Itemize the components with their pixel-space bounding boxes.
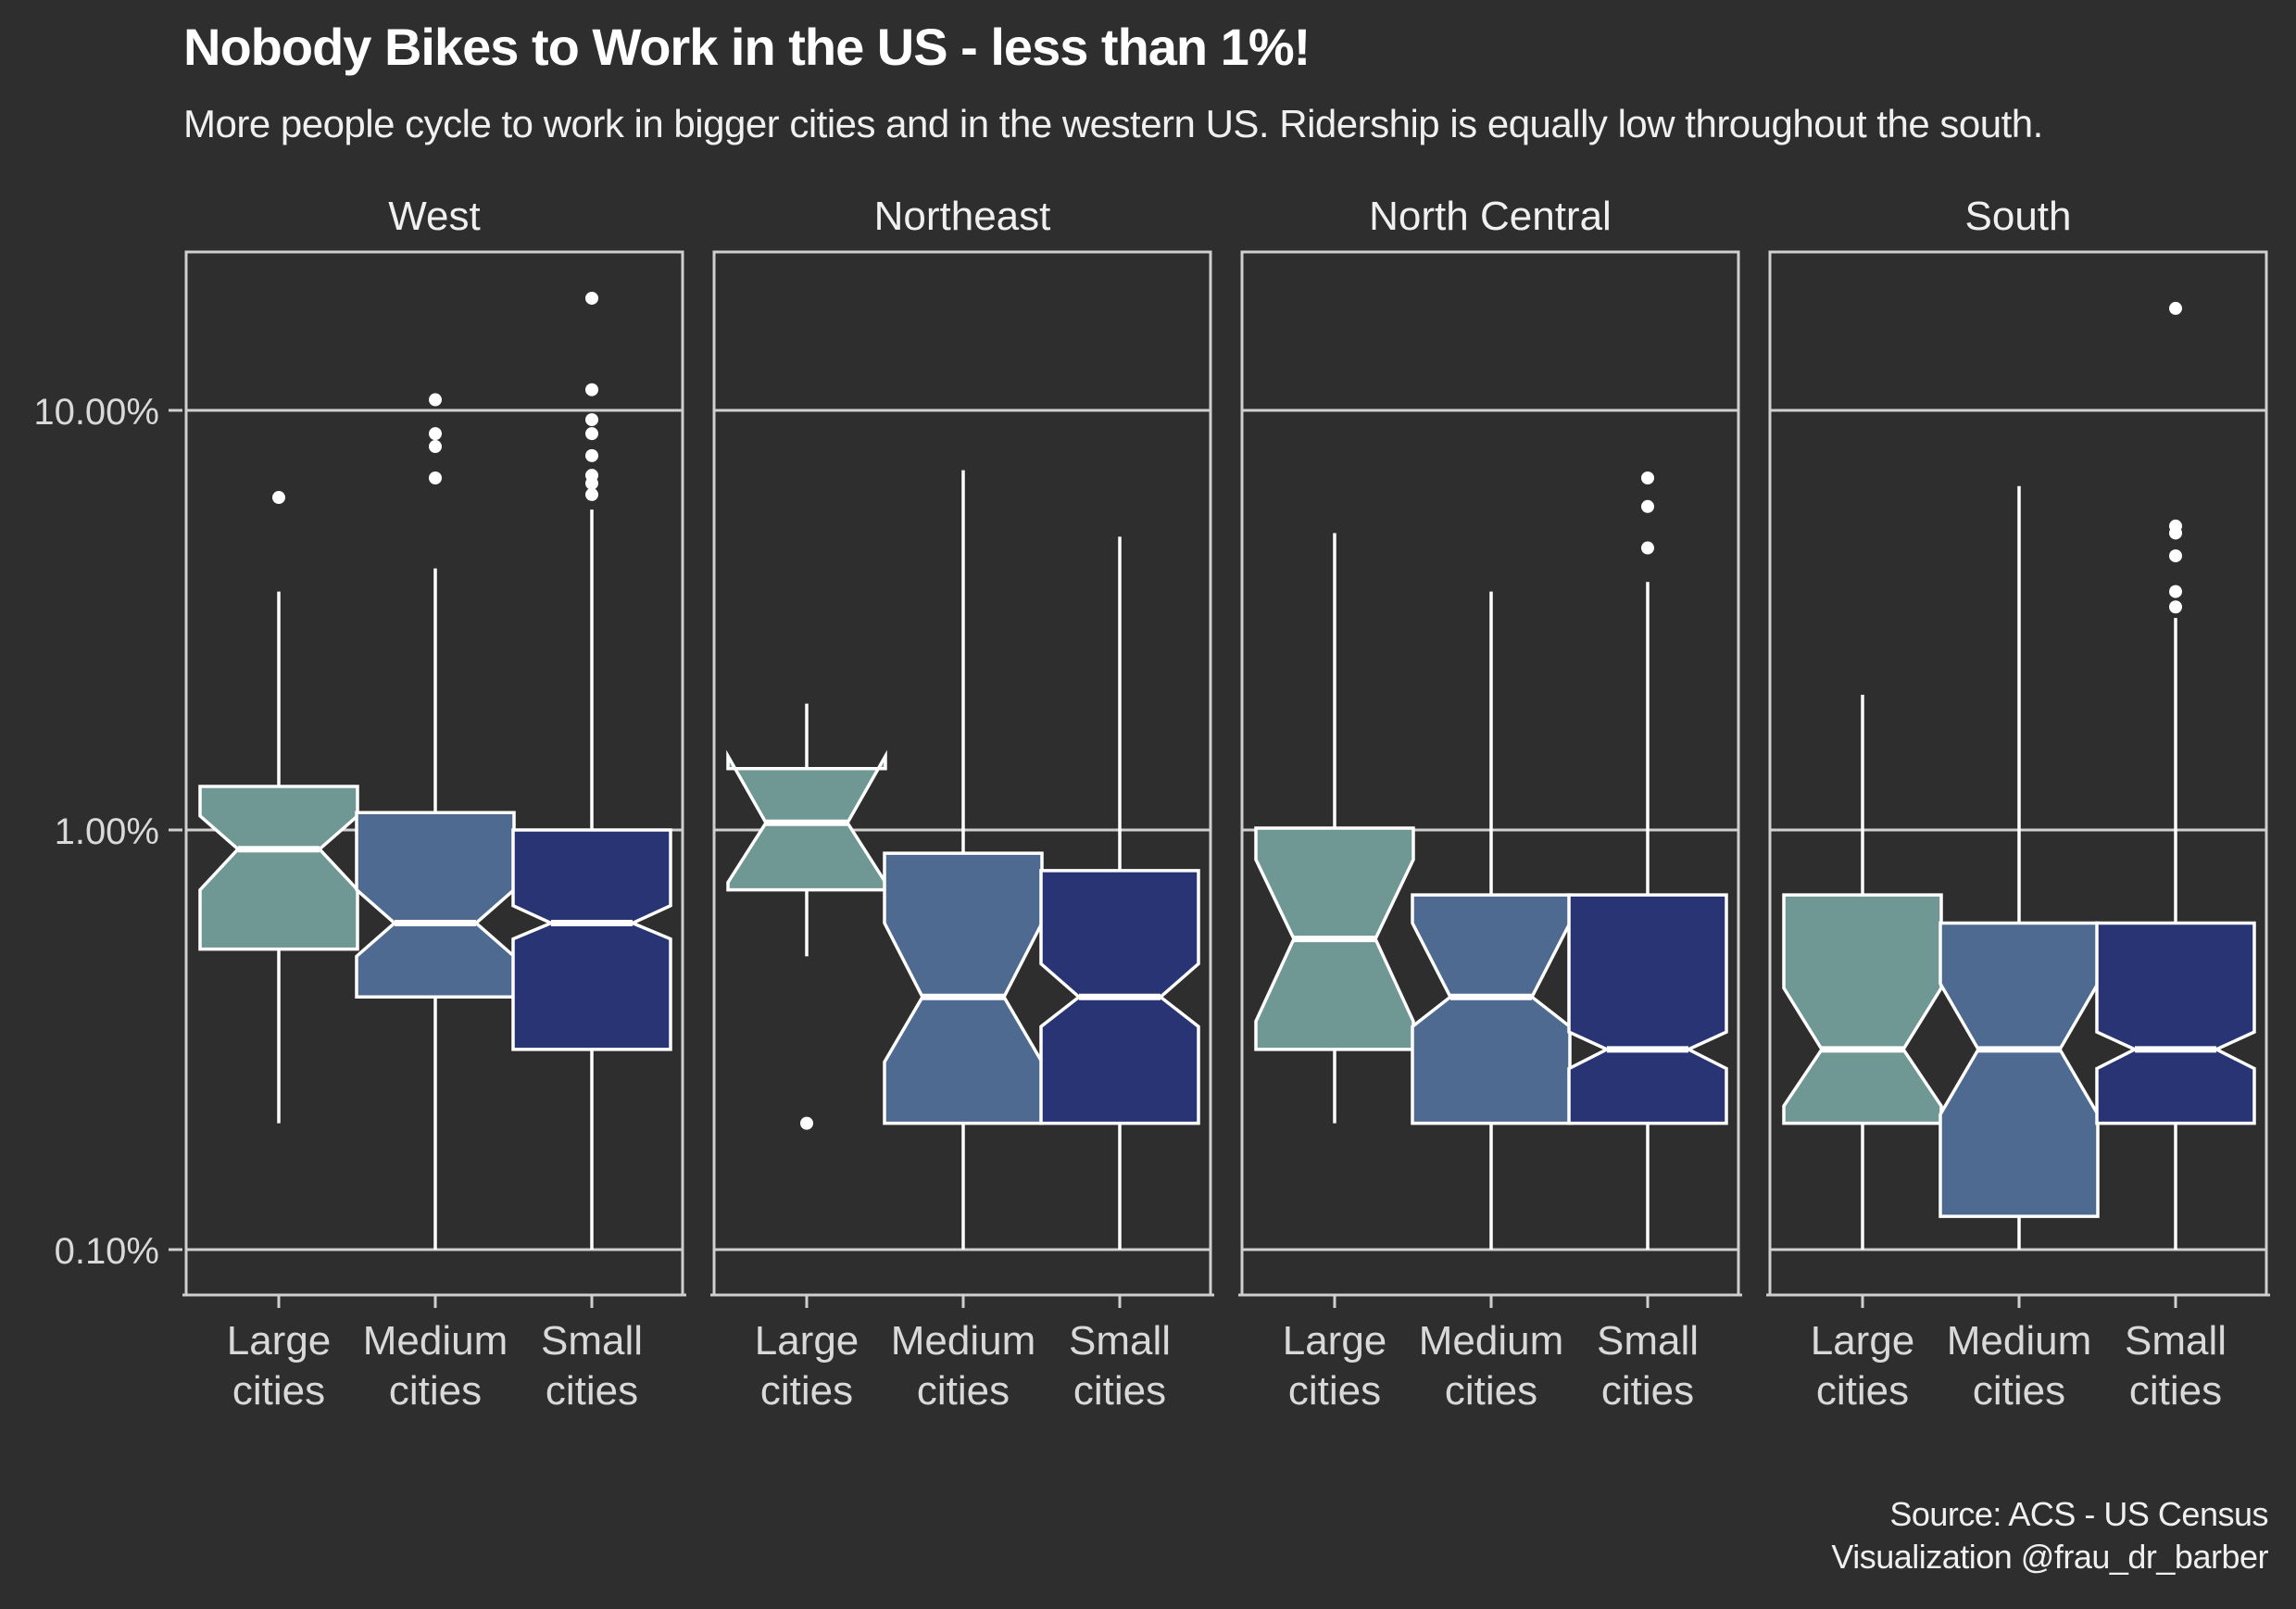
facet-panels: WestLargecitiesMediumcitiesSmallcitiesNo…: [182, 194, 2270, 1414]
box-body: [1567, 893, 1728, 1125]
x-tick-label: cities: [1816, 1368, 1909, 1414]
x-tick-label: Large: [1283, 1318, 1387, 1364]
box-large: [1254, 533, 1415, 1124]
y-tick-label: 1.00%: [55, 811, 159, 852]
outlier-point: [429, 440, 442, 454]
box-small: [511, 291, 672, 1250]
box-medium: [1938, 485, 2100, 1250]
box-medium: [1411, 591, 1572, 1250]
box-small: [1567, 471, 1728, 1250]
outlier-point: [2169, 301, 2182, 315]
outlier-point: [585, 383, 598, 396]
x-tick-label: cities: [389, 1368, 482, 1414]
x-tick-label: Large: [755, 1318, 859, 1364]
x-tick-label: cities: [760, 1368, 853, 1414]
x-tick-label: Medium: [891, 1318, 1036, 1364]
y-tick-label: 10.00%: [33, 392, 159, 433]
caption-credit: Visualization @frau_dr_barber: [1831, 1538, 2268, 1576]
box-medium: [883, 470, 1044, 1250]
x-tick-label: cities: [546, 1368, 638, 1414]
outlier-point: [2169, 549, 2182, 563]
y-tick-label: 0.10%: [55, 1231, 159, 1272]
x-tick-label: cities: [1601, 1368, 1694, 1414]
x-tick-label: Large: [227, 1318, 332, 1364]
box-small: [2095, 301, 2256, 1250]
x-tick-label: cities: [917, 1368, 1010, 1414]
box-body: [198, 785, 359, 951]
x-tick-label: Small: [2125, 1318, 2227, 1364]
outlier-point: [585, 487, 598, 501]
x-tick-label: cities: [1445, 1368, 1537, 1414]
box-large: [726, 703, 887, 1130]
x-tick-label: Medium: [363, 1318, 508, 1364]
box-large: [1782, 695, 1943, 1250]
facet-label: North Central: [1369, 194, 1612, 239]
facet-label: Northeast: [874, 194, 1051, 239]
x-tick-label: Large: [1811, 1318, 1915, 1364]
box-body: [2095, 921, 2256, 1125]
outlier-point: [1641, 499, 1654, 513]
x-tick-label: cities: [2129, 1368, 2222, 1414]
outlier-point: [272, 491, 285, 505]
chart-title: Nobody Bikes to Work in the US - less th…: [183, 18, 1311, 76]
outlier-point: [429, 393, 442, 407]
outlier-point: [585, 469, 598, 483]
box-body: [1411, 893, 1572, 1125]
outlier-point: [2169, 585, 2182, 598]
x-tick-label: cities: [1288, 1368, 1381, 1414]
box-medium: [355, 393, 516, 1250]
outlier-point: [429, 427, 442, 441]
outlier-point: [800, 1116, 813, 1130]
x-tick-label: Medium: [1947, 1318, 2092, 1364]
caption: Source: ACS - US Census Visualization @f…: [1831, 1493, 2268, 1578]
x-tick-label: Small: [1597, 1318, 1699, 1364]
x-tick-label: cities: [1973, 1368, 2065, 1414]
x-tick-label: Small: [1069, 1318, 1171, 1364]
x-tick-label: cities: [232, 1368, 325, 1414]
facet-north-central: North CentralLargecitiesMediumcitiesSmal…: [1238, 194, 1742, 1414]
box-body: [1938, 921, 2100, 1218]
outlier-point: [1641, 541, 1654, 555]
x-tick-label: Small: [541, 1318, 643, 1364]
x-tick-label: Medium: [1419, 1318, 1564, 1364]
outlier-point: [1641, 471, 1654, 485]
outlier-point: [585, 413, 598, 427]
y-axis-labels: 0.10% 1.00% 10.00%: [33, 392, 182, 1272]
box-large: [198, 491, 359, 1124]
outlier-point: [2169, 519, 2182, 533]
outlier-point: [429, 471, 442, 485]
box-body: [883, 851, 1044, 1125]
facet-label: West: [388, 194, 480, 239]
caption-source: Source: ACS - US Census: [1889, 1495, 2268, 1533]
outlier-point: [585, 448, 598, 462]
x-tick-label: cities: [1073, 1368, 1166, 1414]
box-body: [355, 811, 516, 999]
facet-label: South: [1965, 194, 2072, 239]
outlier-point: [585, 427, 598, 441]
outlier-point: [585, 291, 598, 305]
box-small: [1039, 536, 1200, 1250]
outlier-point: [2169, 600, 2182, 614]
box-body: [511, 828, 672, 1051]
box-body: [1782, 893, 1943, 1125]
chart-subtitle: More people cycle to work in bigger citi…: [183, 102, 2043, 145]
facet-northeast: NortheastLargecitiesMediumcitiesSmallcit…: [710, 194, 1214, 1414]
